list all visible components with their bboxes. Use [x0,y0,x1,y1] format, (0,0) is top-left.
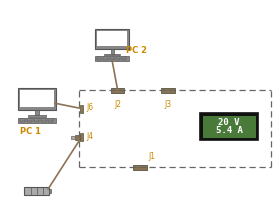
Text: J6: J6 [87,103,94,112]
Bar [41,121,46,122]
Bar [34,120,39,121]
Bar [104,54,120,55]
Bar [74,135,81,140]
Text: J3: J3 [164,100,171,109]
Bar [95,29,129,49]
Bar [24,187,50,195]
Bar [20,120,25,121]
Bar [48,120,53,121]
Text: 20 V: 20 V [218,118,240,127]
Bar [111,88,124,93]
Bar [122,58,126,59]
Bar [116,59,120,60]
Bar [20,89,53,107]
Bar [48,119,53,120]
Bar [161,88,174,93]
Bar [97,31,127,46]
Bar [95,56,129,61]
Text: PC 2: PC 2 [126,46,147,55]
Bar [122,57,126,58]
Bar [103,58,108,59]
Bar [34,119,39,120]
Bar [200,113,258,140]
Bar [34,121,39,122]
Bar [103,59,108,60]
Bar [27,121,32,122]
Bar [203,115,256,138]
Bar [28,115,46,117]
Text: J4: J4 [87,132,94,141]
Bar [109,57,114,58]
Bar [116,58,120,59]
Bar [80,133,83,141]
Bar [111,49,114,54]
Bar [27,120,32,121]
Bar [18,88,56,110]
Bar [18,118,56,123]
Bar [97,58,101,59]
Bar [122,59,126,60]
Text: J1: J1 [148,152,155,161]
Text: 5.4 A: 5.4 A [216,126,242,135]
Bar [48,121,53,122]
Bar [109,59,114,60]
Bar [133,165,147,170]
Bar [109,58,114,59]
Text: PC 1: PC 1 [20,127,41,136]
Bar [97,59,101,60]
Bar [97,57,101,58]
Text: J2: J2 [114,100,121,109]
Bar [41,120,46,121]
Bar [41,119,46,120]
Bar [50,189,52,192]
Bar [103,57,108,58]
Bar [20,119,25,120]
Bar [27,119,32,120]
Bar [116,57,120,58]
Bar [35,110,39,115]
Bar [20,121,25,122]
Bar [80,104,83,113]
Bar [71,136,74,139]
